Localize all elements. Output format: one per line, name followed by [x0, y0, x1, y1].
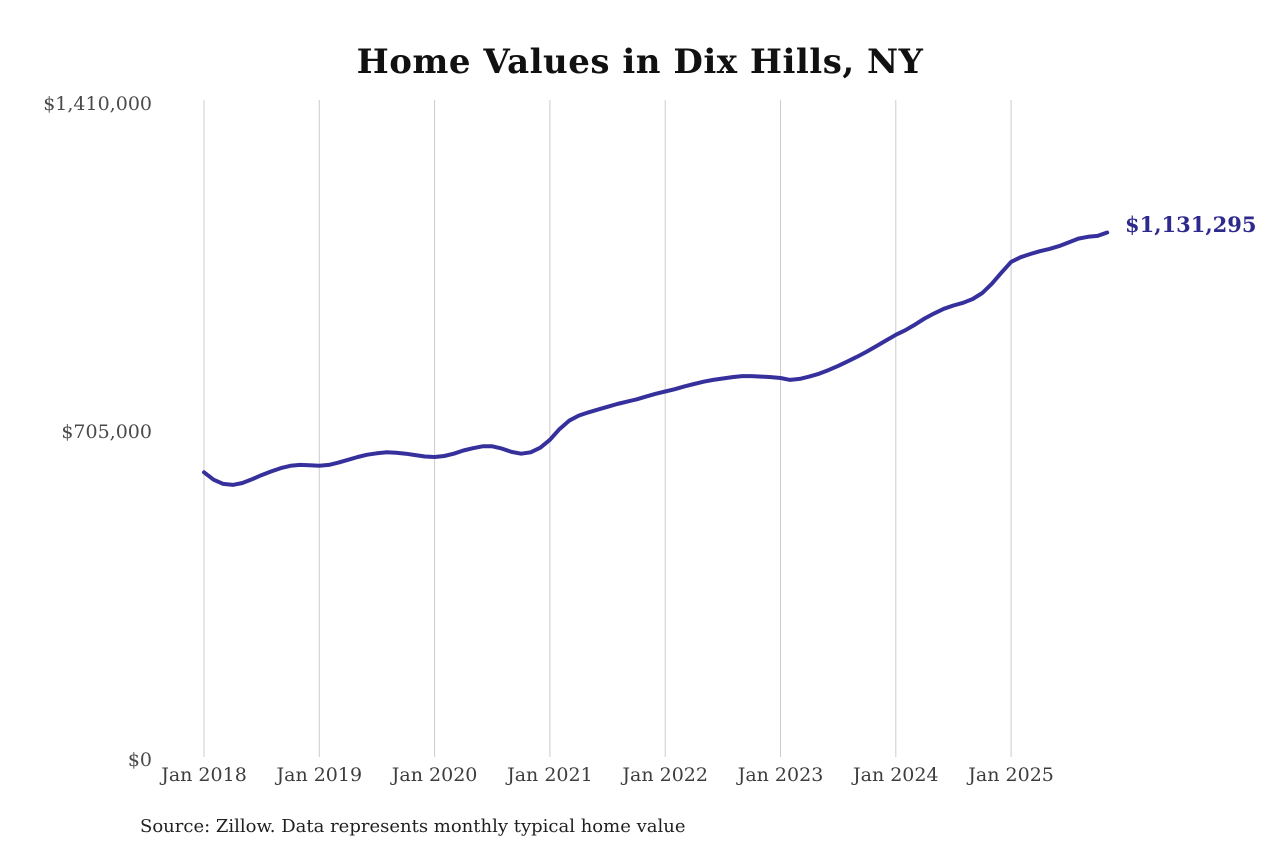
x-axis-tick-label: Jan 2019: [275, 764, 363, 786]
x-axis-tick-label: Jan 2022: [620, 764, 708, 786]
x-axis-tick-label: Jan 2020: [390, 764, 478, 786]
x-axis-tick-label: Jan 2024: [851, 764, 939, 786]
chart-title: Home Values in Dix Hills, NY: [356, 42, 924, 82]
y-axis-tick-label: $0: [128, 749, 152, 771]
source-attribution: Source: Zillow. Data represents monthly …: [140, 816, 686, 837]
x-axis-tick-label: Jan 2018: [159, 764, 247, 786]
x-axis-tick-label: Jan 2025: [966, 764, 1054, 786]
x-axis-tick-label: Jan 2023: [736, 764, 824, 786]
home-value-series-line: [202, 230, 1110, 487]
y-axis-tick-label: $1,410,000: [43, 93, 152, 115]
x-axis-tick-label: Jan 2021: [505, 764, 593, 786]
latest-value-label: $1,131,295: [1125, 212, 1257, 237]
y-axis-tick-label: $705,000: [61, 421, 152, 443]
